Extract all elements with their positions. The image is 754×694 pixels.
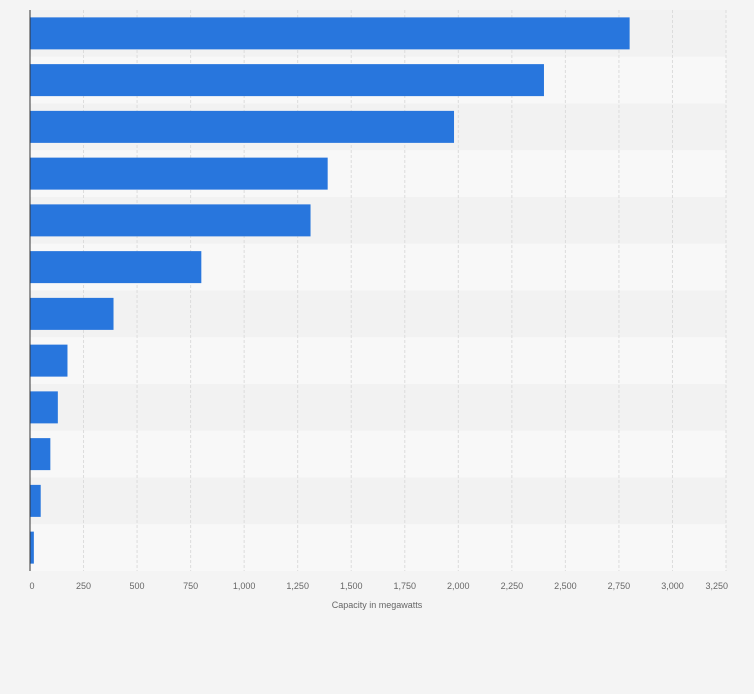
x-tick-label: 500 xyxy=(130,581,145,591)
bar[interactable] xyxy=(30,17,630,50)
bar[interactable] xyxy=(30,204,311,237)
row-band xyxy=(30,430,726,478)
row-band xyxy=(30,524,726,571)
x-tick-label: 2,250 xyxy=(501,581,524,591)
x-tick-label: 1,000 xyxy=(233,581,256,591)
gridlines xyxy=(83,10,727,571)
x-tick-label: 2,500 xyxy=(554,581,577,591)
bar[interactable] xyxy=(30,531,34,564)
x-tick-label: 1,750 xyxy=(394,581,417,591)
x-tick-label: 750 xyxy=(183,581,198,591)
bar[interactable] xyxy=(30,251,202,284)
bar[interactable] xyxy=(30,110,455,143)
row-band xyxy=(30,477,726,525)
bar[interactable] xyxy=(30,344,68,377)
row-band xyxy=(30,337,726,384)
bar[interactable] xyxy=(30,391,58,424)
x-tick-label: 3,000 xyxy=(661,581,684,591)
bar[interactable] xyxy=(30,484,41,517)
x-tick-labels: 0 250 500 750 1,000 1,250 1,500 1,750 2,000 2,250… xyxy=(29,581,728,591)
x-tick-label: 3,250 xyxy=(705,581,728,591)
x-tick-label: 250 xyxy=(76,581,91,591)
x-axis-label: Capacity in megawatts xyxy=(332,600,423,610)
x-tick-label: 0 xyxy=(29,581,34,591)
x-tick-label: 2,750 xyxy=(608,581,631,591)
x-tick-label: 1,250 xyxy=(286,581,309,591)
x-tick-label: 2,000 xyxy=(447,581,470,591)
bar[interactable] xyxy=(30,297,114,330)
bar[interactable] xyxy=(30,157,328,190)
row-band xyxy=(30,290,726,338)
bars xyxy=(30,17,630,564)
bar[interactable] xyxy=(30,438,51,471)
bar[interactable] xyxy=(30,64,544,97)
x-tick-label: 1,500 xyxy=(340,581,363,591)
row-band xyxy=(30,384,726,431)
